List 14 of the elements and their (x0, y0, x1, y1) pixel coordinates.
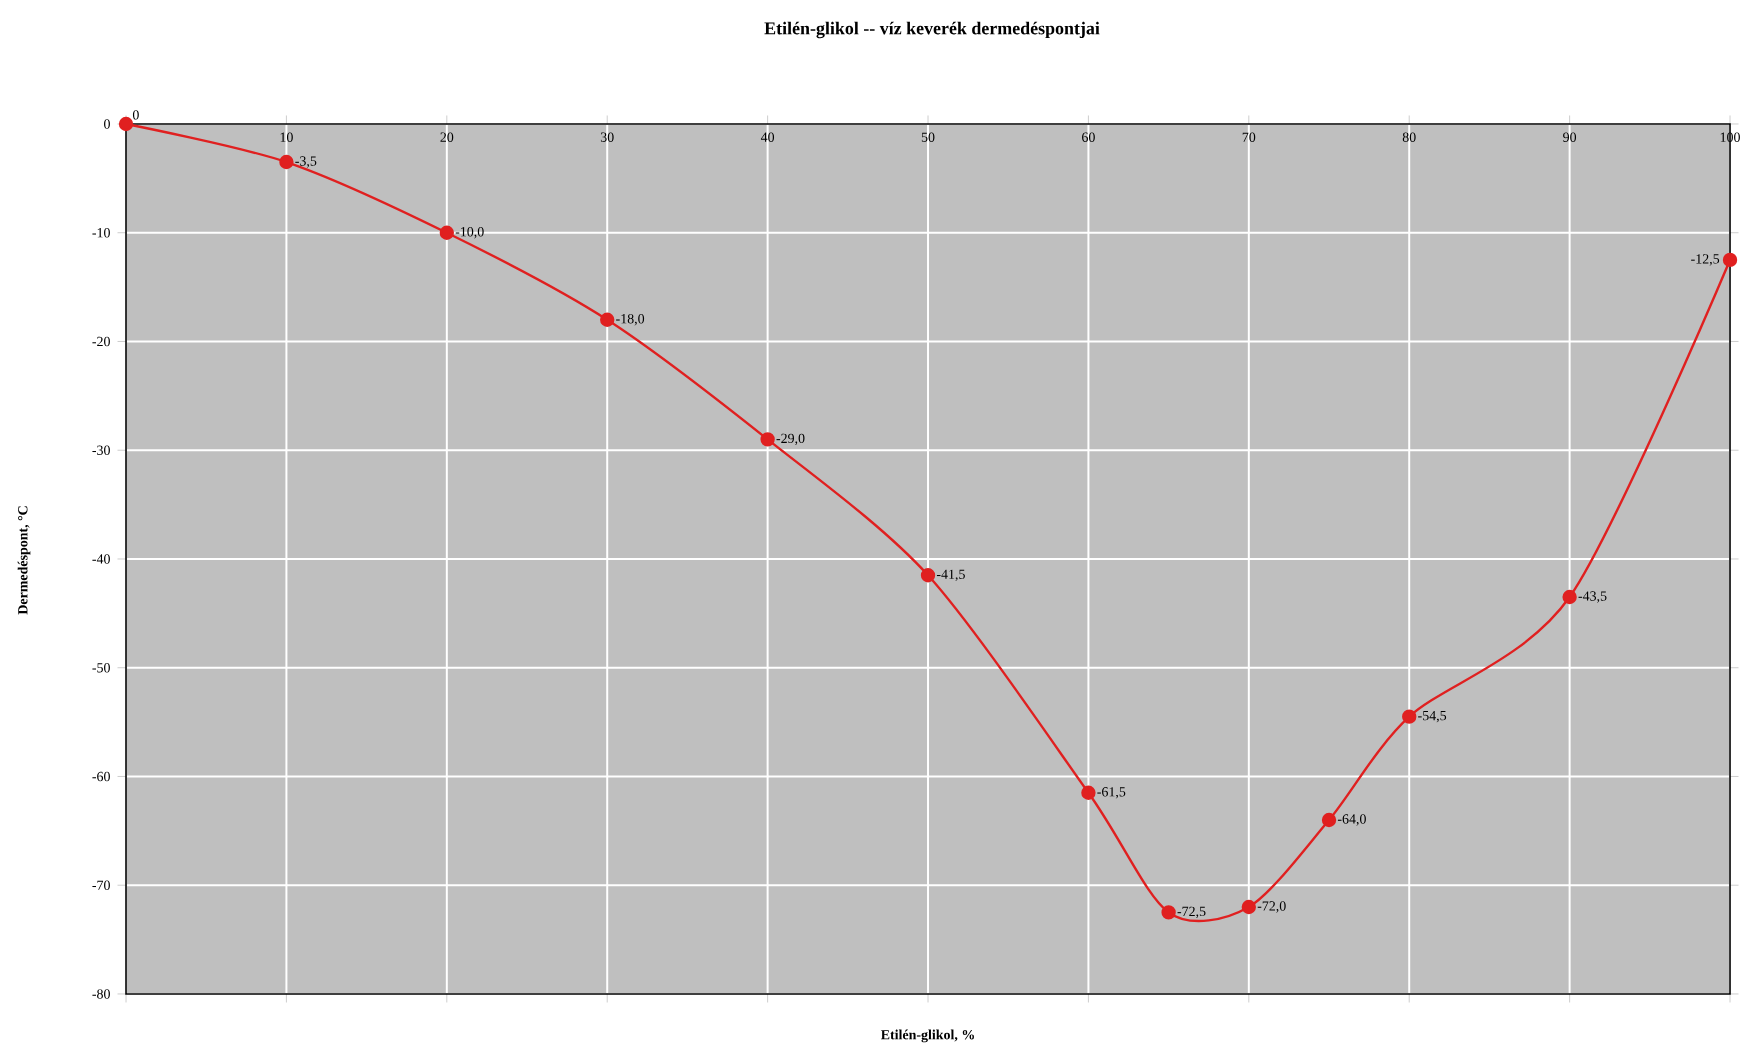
point (1562, 589, 1577, 605)
point (1722, 252, 1738, 268)
point (760, 432, 775, 447)
point (1241, 899, 1256, 915)
point (920, 568, 936, 583)
point (279, 154, 294, 170)
point (118, 116, 134, 132)
point (1321, 812, 1337, 828)
point (439, 225, 454, 240)
point (1081, 785, 1096, 800)
point (1161, 905, 1176, 920)
point (1402, 709, 1417, 724)
point (600, 312, 615, 327)
chart-title: Etilén-glikol -- víz keverék dermedéspontjai (764, 21, 1100, 39)
